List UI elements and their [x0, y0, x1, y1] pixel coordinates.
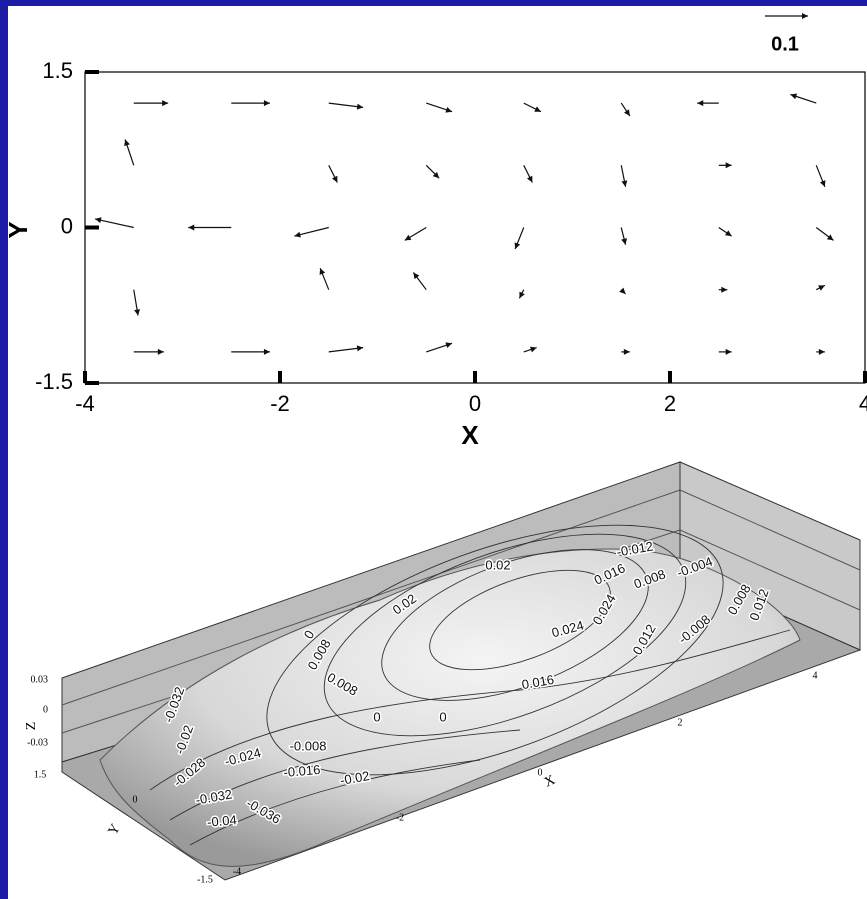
y3d-tick-label: -1.5 [197, 874, 213, 885]
x3d-tick-label: 0 [538, 767, 543, 778]
y-axis-label: Y [3, 221, 33, 238]
contour-label: 0 [373, 709, 380, 724]
x3d-tick-label: 2 [678, 717, 683, 728]
y3d-tick-label: 1.5 [34, 769, 47, 780]
x-axis-label: X [461, 420, 479, 450]
contour-label: 0 [439, 709, 446, 724]
contour-label: -0.04 [206, 812, 237, 830]
y3d-tick-label: 0 [133, 794, 138, 805]
z3d-tick-label: -0.03 [27, 737, 48, 748]
y-tick-label: 0 [61, 213, 73, 238]
x-tick-label: -4 [75, 391, 95, 416]
x3d-tick-label: -2 [396, 812, 404, 823]
contour-label: 0.02 [485, 557, 510, 572]
x-tick-label: 0 [469, 391, 481, 416]
x-tick-label: -2 [270, 391, 290, 416]
page: 0.1 X Y X Y Z -4-2024-1.501.5-4-2024-1.5… [0, 0, 867, 899]
x-tick-label: 2 [664, 391, 676, 416]
x3d-tick-label: -4 [233, 866, 241, 877]
contour-label: -0.008 [290, 738, 327, 753]
z3d-tick-label: 0.03 [31, 674, 49, 685]
z3d-tick-label: 0 [43, 704, 48, 715]
reference-label: 0.1 [771, 33, 799, 55]
y-tick-label: -1.5 [35, 369, 73, 394]
z3d-label: Z [24, 722, 39, 731]
figure: 0.1 X Y X Y Z -4-2024-1.501.5-4-2024-1.5… [0, 0, 867, 899]
x-tick-label: 4 [859, 391, 867, 416]
contour-label: -0.016 [283, 762, 321, 780]
y-tick-label: 1.5 [42, 58, 73, 83]
x3d-tick-label: 4 [813, 670, 818, 681]
